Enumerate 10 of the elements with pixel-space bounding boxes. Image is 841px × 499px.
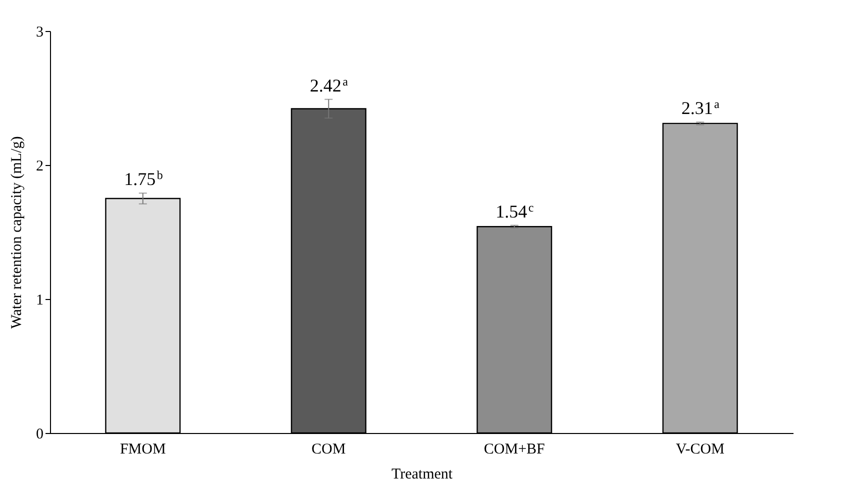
x-axis-title: Treatment [391,466,454,482]
y-tick-label: 0 [36,426,44,442]
y-tick-label: 2 [36,158,44,174]
y-axis-title: Water retention capacity (mL/g) [9,136,25,329]
y-tick-label: 3 [36,24,44,40]
x-tick-label: FMOM [120,442,166,458]
x-tick-label: V-COM [676,442,724,458]
y-tick-label: 1 [36,292,44,308]
x-tick-label: COM [312,442,346,458]
x-tick-label: COM+BF [484,442,545,458]
